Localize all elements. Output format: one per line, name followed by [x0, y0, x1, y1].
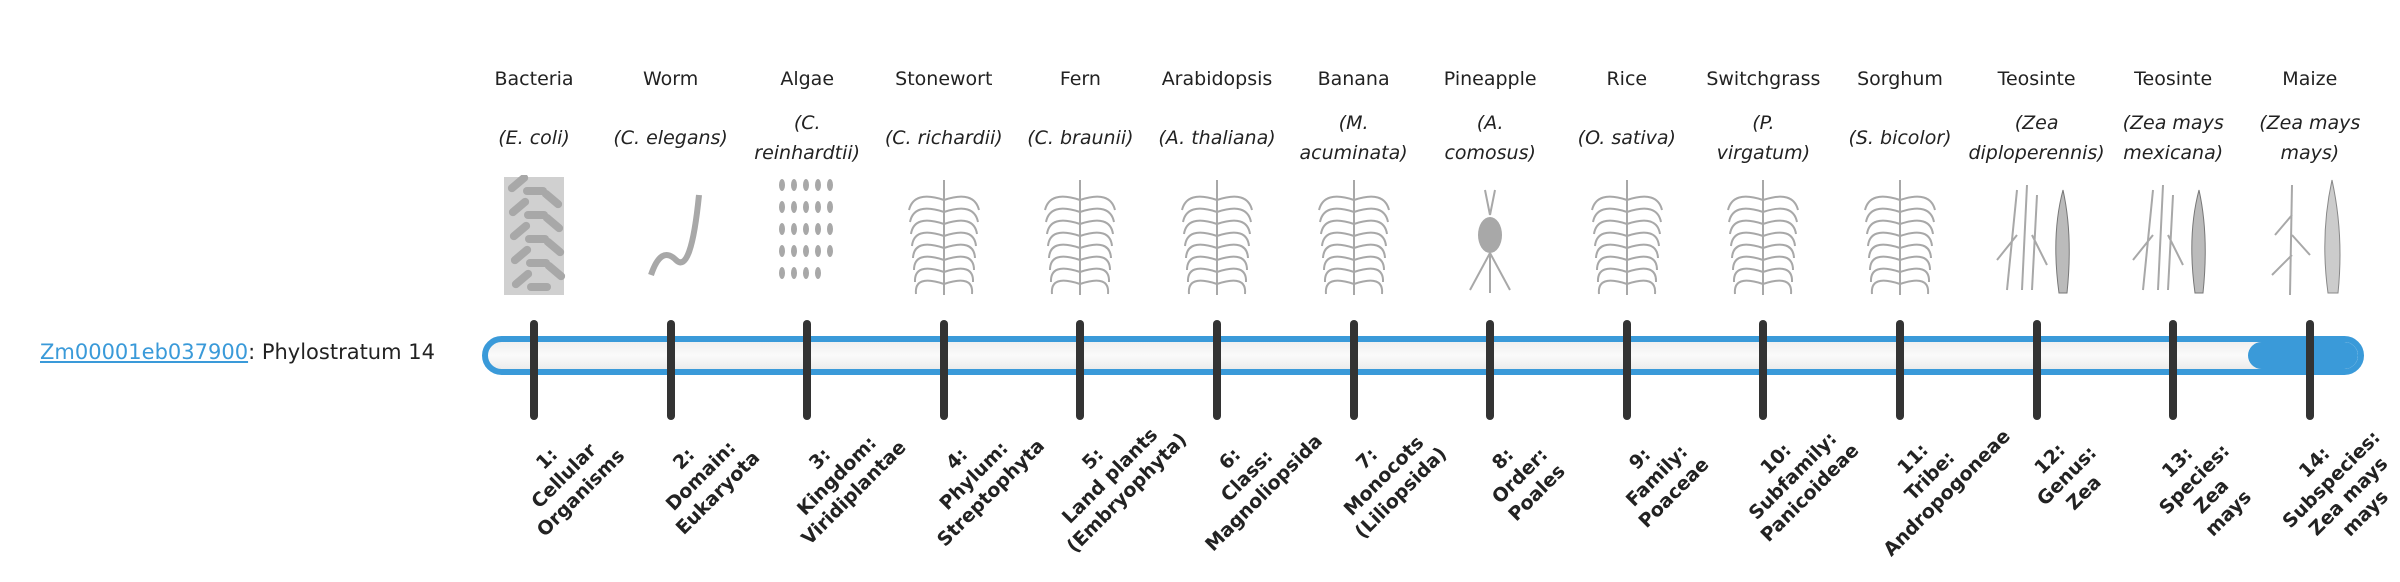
scientific-name-line: (A. thaliana)	[1158, 127, 1276, 149]
stratum-tick	[1759, 320, 1768, 420]
sorghum-icon	[1850, 175, 1950, 297]
maize-icon	[2260, 175, 2360, 297]
scientific-name-line: (C. richardii)	[884, 127, 1003, 149]
scientific-name-line: comosus)	[1444, 142, 1536, 164]
scientific-name-line: (C.	[793, 112, 821, 134]
teosinte-icon	[1987, 175, 2087, 297]
scientific-name: (S. bicolor)	[1826, 123, 1974, 153]
rice-icon	[1577, 175, 1677, 297]
stratum-label: 2: Domain: Eukaryota	[615, 390, 786, 561]
scientific-name-line: reinhardtii)	[754, 142, 861, 164]
common-name: Pineapple	[1443, 68, 1537, 90]
stratum-label: 10: Subfamily: Panicoideae	[1708, 390, 1879, 561]
common-name: Bacteria	[494, 68, 574, 90]
stratum-tick	[803, 320, 812, 420]
common-name: Banana	[1317, 68, 1390, 90]
common-name: Stonewort	[895, 68, 993, 90]
stratum-tick	[1622, 320, 1631, 420]
stratum-tick	[1076, 320, 1085, 420]
teosinte-icon	[2123, 175, 2223, 297]
scientific-name-line: (C. braunii)	[1027, 127, 1134, 149]
stratum-tick	[530, 320, 538, 420]
scientific-name-line: (Zea mays	[2122, 112, 2224, 134]
scientific-name-line: (O. sativa)	[1577, 127, 1676, 149]
scientific-name: (C. richardii)	[870, 123, 1018, 153]
common-name: Fern	[1059, 68, 1101, 90]
common-name: Arabidopsis	[1161, 68, 1273, 90]
stratum-tick	[939, 320, 948, 420]
banana-icon	[1304, 175, 1404, 297]
scientific-name-line: acuminata)	[1299, 142, 1408, 164]
stratum-label: 3: Kingdom: Viridiplantae	[752, 390, 923, 561]
scientific-name: (A. comosus)	[1416, 108, 1564, 168]
stratum-tick	[1486, 320, 1495, 420]
scientific-name-line: mays)	[2280, 142, 2340, 164]
phylostratum-text: : Phylostratum 14	[248, 340, 435, 364]
stonewort-icon	[894, 175, 994, 297]
fern-icon	[1030, 175, 1130, 297]
stratum-label: 11: Tribe: Andropogoneae	[1844, 390, 2015, 561]
scientific-name-line: (M.	[1338, 112, 1369, 134]
scientific-name: (O. sativa)	[1553, 123, 1701, 153]
scientific-name-line: diploperennis)	[1968, 142, 2105, 164]
stratum-label: 4: Phylum: Streptophyta	[888, 390, 1059, 561]
stratum-label: 1: Cellular Organisms	[478, 390, 649, 561]
stratum-label: 8: Order: Poales	[1435, 390, 1606, 561]
pineapple-icon	[1440, 175, 1540, 297]
scientific-name: (P. virgatum)	[1689, 108, 1837, 168]
phylostratum-fill	[2247, 342, 2358, 369]
scientific-name-line: (S. bicolor)	[1848, 127, 1952, 149]
common-name: Maize	[2282, 68, 2338, 90]
scientific-name: (Zea diploperennis)	[1963, 108, 2111, 168]
scientific-name-line: (P.	[1752, 112, 1775, 134]
stratum-tick	[1349, 320, 1358, 420]
common-name: Teosinte	[1997, 68, 2076, 90]
stratum-tick	[666, 320, 675, 420]
scientific-name: (M. acuminata)	[1280, 108, 1428, 168]
scientific-name-line: mexicana)	[2123, 142, 2224, 164]
stratum-tick	[2032, 320, 2041, 420]
stratum-label: 6: Class: Magnoliopsida	[1161, 390, 1332, 561]
phylostrata-bar	[482, 336, 2364, 375]
stratum-tick	[2169, 320, 2178, 420]
scientific-name: (C. reinhardtii)	[733, 108, 881, 168]
scientific-name-line: virgatum)	[1716, 142, 1811, 164]
scientific-name-line: (A.	[1476, 112, 1504, 134]
common-name: Rice	[1606, 68, 1648, 90]
stratum-label: 9: Family: Poaceae	[1571, 390, 1742, 561]
stratum-label: 7: Monocots (Liliopsida)	[1298, 390, 1469, 561]
scientific-name: (E. coli)	[460, 123, 608, 153]
scientific-name: (Zea mays mays)	[2236, 108, 2384, 168]
common-name: Teosinte	[2134, 68, 2213, 90]
bacteria-icon	[484, 173, 584, 297]
switchgrass-icon	[1713, 175, 1813, 297]
common-name: Algae	[780, 68, 835, 90]
stratum-tick	[1213, 320, 1221, 420]
common-name: Sorghum	[1857, 68, 1943, 90]
stratum-tick	[1896, 320, 1904, 420]
scientific-name-line: (Zea	[2014, 112, 2059, 134]
common-name: Worm	[642, 68, 699, 90]
gene-label: Zm00001eb037900: Phylostratum 14	[40, 340, 435, 364]
scientific-name: (A. thaliana)	[1143, 123, 1291, 153]
stratum-label: 12: Genus: Zea	[1981, 390, 2152, 561]
gene-link[interactable]: Zm00001eb037900	[40, 340, 249, 364]
common-name: Switchgrass	[1706, 68, 1821, 90]
scientific-name-line: (E. coli)	[498, 127, 570, 149]
scientific-name: (Zea mays mexicana)	[2099, 108, 2247, 168]
stratum-label: 13: Species: Zea mays	[2109, 394, 2297, 582]
scientific-name-line: (Zea mays	[2259, 112, 2361, 134]
scientific-name: (C. braunii)	[1006, 123, 1154, 153]
algae-icon	[757, 175, 857, 297]
stratum-label: 5: Land plants (Embryophyta)	[1025, 390, 1196, 561]
scientific-name-line: (C. elegans)	[613, 127, 728, 149]
arabidopsis-icon	[1167, 175, 1267, 297]
stratum-tick	[2305, 320, 2314, 420]
scientific-name: (C. elegans)	[597, 123, 745, 153]
worm-icon	[621, 175, 721, 297]
